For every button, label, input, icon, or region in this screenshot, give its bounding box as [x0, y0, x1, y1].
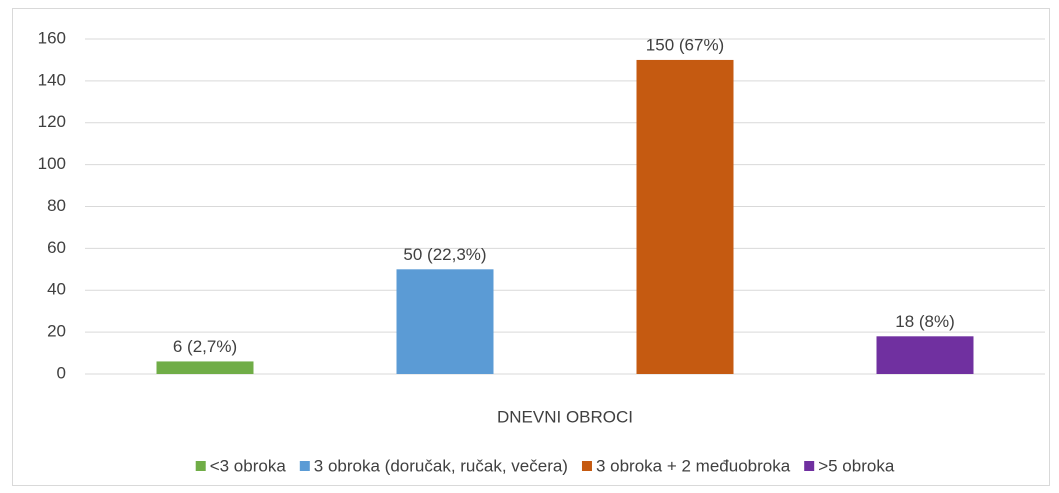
- legend-swatch: [581, 461, 592, 471]
- bar: [636, 59, 734, 374]
- y-tick-label: 140: [38, 70, 66, 89]
- x-axis-category: DNEVNI OBROCI: [497, 407, 633, 426]
- data-label: 6 (2,7%): [173, 337, 237, 356]
- legend-swatch: [299, 461, 310, 471]
- data-label: 150 (67%): [646, 35, 724, 54]
- y-tick-label: 120: [38, 112, 66, 131]
- legend-label: <3 obroka: [210, 456, 287, 475]
- y-tick-label: 100: [38, 154, 66, 173]
- y-tick-label: 80: [47, 196, 66, 215]
- legend-swatch: [804, 461, 815, 471]
- y-tick-label: 20: [47, 322, 66, 341]
- legend-label: 3 obroka + 2 međuobroka: [596, 456, 791, 475]
- legend-label: >5 obroka: [818, 456, 895, 475]
- bar: [396, 269, 494, 374]
- data-label: 18 (8%): [895, 312, 955, 331]
- chart-border: [12, 8, 1050, 486]
- bar: [156, 361, 254, 374]
- y-tick-label: 60: [47, 238, 66, 257]
- data-label: 50 (22,3%): [403, 245, 486, 264]
- y-tick-label: 0: [57, 363, 66, 382]
- legend-swatch: [195, 461, 206, 471]
- y-tick-label: 160: [38, 28, 66, 47]
- legend-label: 3 obroka (doručak, ručak, večera): [314, 456, 568, 475]
- y-tick-label: 40: [47, 280, 66, 299]
- bar: [876, 336, 974, 374]
